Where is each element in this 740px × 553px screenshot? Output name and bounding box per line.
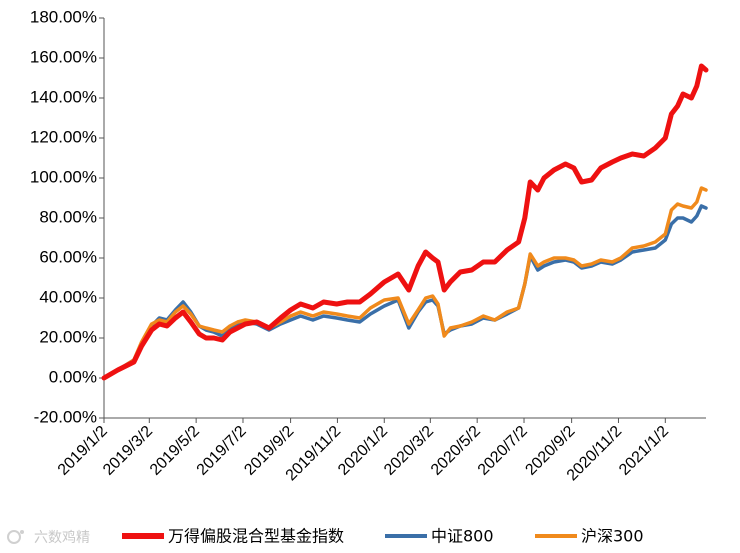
watermark-logo-icon: [7, 530, 24, 544]
chart-legend: 万得偏股混合型基金指数 中证800 沪深300: [122, 527, 644, 546]
y-tick-label: 180.00%: [30, 7, 97, 26]
y-tick-label: -20.00%: [34, 407, 97, 426]
y-tick-label: 100.00%: [30, 167, 97, 186]
series-line-csi800: [102, 204, 708, 380]
chart-series: [101, 63, 709, 381]
y-tick-label: 160.00%: [30, 47, 97, 66]
y-tick-label: 80.00%: [39, 207, 97, 226]
watermark: 六数鸡精: [7, 529, 90, 546]
legend-label: 中证800: [431, 527, 494, 546]
x-axis-ticks: 2019/1/22019/3/22019/5/22019/7/22019/9/2…: [55, 418, 672, 484]
legend-label: 沪深300: [581, 527, 644, 546]
x-tick-label: 2021/1/2: [616, 423, 672, 479]
legend-label: 万得偏股混合型基金指数: [168, 527, 344, 546]
x-tick-label: 2020/1/2: [335, 423, 391, 479]
y-tick-label: 20.00%: [39, 327, 97, 346]
watermark-text: 六数鸡精: [34, 529, 90, 546]
x-tick-label: 2019/5/2: [147, 423, 203, 479]
x-tick-label: 2020/3/2: [381, 423, 437, 479]
y-tick-label: 120.00%: [30, 127, 97, 146]
y-tick-label: 40.00%: [39, 287, 97, 306]
x-tick-label: 2020/5/2: [428, 423, 484, 479]
x-tick-label: 2019/3/2: [100, 423, 156, 479]
series-line-hs300: [102, 186, 708, 380]
x-tick-label: 2019/7/2: [194, 423, 250, 479]
y-tick-label: 140.00%: [30, 87, 97, 106]
chart-axes: [103, 18, 706, 419]
series-line-wande: [101, 63, 709, 381]
y-axis-ticks: -20.00% 0.00% 20.00% 40.00% 60.00% 80.00% 100.…: [30, 7, 104, 426]
y-tick-label: 60.00%: [39, 247, 97, 266]
x-tick-label: 2020/7/2: [475, 423, 531, 479]
y-tick-label: 0.00%: [49, 367, 97, 386]
